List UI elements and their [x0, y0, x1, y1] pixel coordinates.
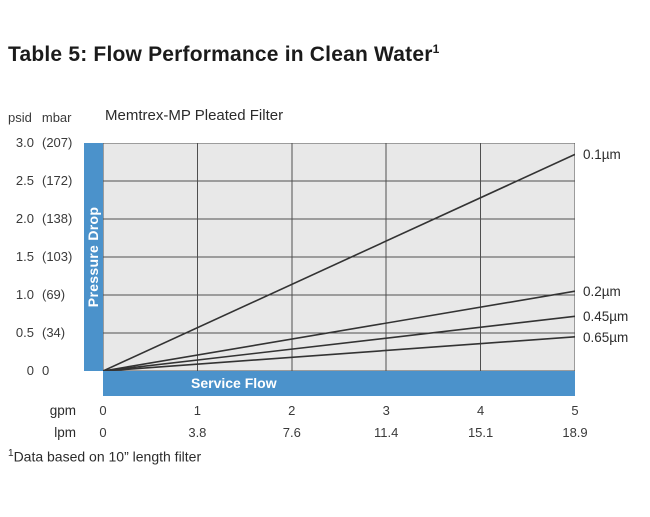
series-label-0.2µm: 0.2µm [583, 284, 621, 300]
y-tick-psid: 2.0 [15, 211, 34, 226]
page-title-text: Table 5: Flow Performance in Clean Water [8, 43, 433, 66]
series-label-0.45µm: 0.45µm [583, 309, 629, 325]
flow-performance-plot [103, 143, 575, 371]
y-tick-mbar: (103) [42, 249, 73, 264]
gpm-row-label: gpm [49, 403, 76, 418]
y-tick-mbar: (69) [42, 287, 66, 302]
x-tick-gpm: 2 [288, 403, 296, 418]
y-axis-units: psid mbar [8, 110, 71, 125]
y-tick-row: 3.0 (207) [6, 135, 86, 150]
y-tick-row: 2.0 (138) [6, 211, 86, 226]
x-tick-lpm: 7.6 [282, 425, 301, 440]
series-line-0.2µm [103, 290, 575, 371]
series-line-0.1µm [103, 153, 575, 371]
x-tick-lpm: 11.4 [374, 425, 399, 440]
service-flow-axis-label: Service Flow [191, 375, 277, 391]
chart-title: Memtrex-MP Pleated Filter [105, 107, 284, 124]
x-tick-lpm: 15.1 [467, 425, 494, 440]
series-label-0.65µm: 0.65µm [583, 329, 629, 345]
y-tick-psid: 3.0 [15, 135, 34, 150]
x-tick-gpm: 5 [571, 403, 579, 418]
y-units-psid-label: psid [8, 110, 32, 125]
series-line-0.45µm [103, 315, 575, 371]
y-tick-psid: 0 [26, 363, 34, 378]
y-tick-row: 1.0 (69) [6, 287, 86, 302]
series-label-0.1µm: 0.1µm [583, 147, 621, 163]
y-tick-mbar: (207) [42, 135, 73, 150]
y-tick-mbar: (172) [42, 173, 73, 188]
y-tick-row: 2.5 (172) [6, 173, 86, 188]
footnote-text: Data based on 10” length filter [13, 448, 202, 465]
page-title: Table 5: Flow Performance in Clean Water… [8, 42, 439, 67]
pressure-drop-axis-label: Pressure Drop [85, 206, 102, 308]
y-tick-psid: 1.0 [15, 287, 34, 302]
series-line-0.65µm [103, 336, 575, 371]
x-tick-gpm: 0 [99, 403, 107, 418]
title-superscript: 1 [432, 42, 440, 56]
x-tick-lpm: 3.8 [188, 425, 207, 440]
y-tick-mbar: 0 [42, 363, 50, 378]
pressure-drop-axis-bar: Pressure Drop [84, 143, 103, 371]
footnote-superscript: 1 [8, 448, 14, 459]
y-tick-psid: 0.5 [15, 325, 34, 340]
y-tick-psid: 2.5 [15, 173, 34, 188]
footnote: 1Data based on 10” length filter [8, 448, 201, 465]
lpm-row-label: lpm [54, 425, 76, 440]
y-tick-row: 1.5 (103) [6, 249, 86, 264]
service-flow-axis-bar: Service Flow [103, 371, 575, 396]
y-units-mbar-label: mbar [41, 110, 72, 125]
x-tick-lpm: 0 [99, 425, 107, 440]
x-tick-lpm: 18.9 [562, 425, 588, 440]
y-tick-mbar: (34) [42, 325, 66, 340]
x-tick-gpm: 4 [476, 403, 485, 418]
y-tick-psid: 1.5 [15, 249, 34, 264]
y-tick-mbar: (138) [42, 211, 73, 226]
x-tick-gpm: 3 [382, 403, 390, 418]
y-tick-row: 0.5 (34) [6, 325, 86, 340]
x-tick-gpm: 1 [193, 403, 201, 418]
